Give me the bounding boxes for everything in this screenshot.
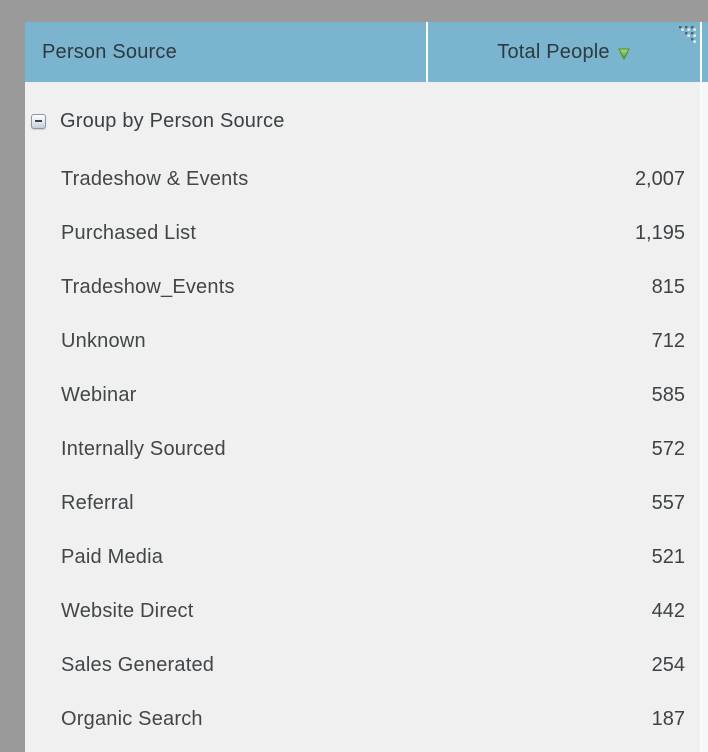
person-source-cell: Referral (61, 491, 134, 514)
table-row[interactable]: Organic Search 187 (25, 692, 708, 746)
report-grid: Person Source Total People (25, 22, 708, 752)
table-row[interactable]: Sales Generated 254 (25, 638, 708, 692)
total-people-cell: 254 (651, 653, 685, 676)
person-source-cell: Webinar (61, 383, 137, 406)
person-source-cell: Tradeshow & Events (61, 167, 249, 190)
person-source-cell: Paid Media (61, 545, 164, 568)
table-row[interactable]: Tradeshow_Events 815 (25, 260, 708, 314)
column-header-total-people[interactable]: Total People (428, 22, 700, 82)
table-row[interactable]: Webinar 585 (25, 368, 708, 422)
total-people-cell: 1,195 (634, 221, 685, 244)
person-source-cell: Purchased List (61, 221, 197, 244)
person-source-cell: Sales Generated (61, 653, 215, 676)
group-row-label: Group by Person Source (60, 109, 285, 132)
total-people-cell: 2,007 (634, 167, 685, 190)
total-people-cell: 572 (651, 437, 685, 460)
person-source-cell: Tradeshow_Events (61, 275, 235, 298)
column-header-label: Total People (497, 40, 610, 63)
column-divider[interactable] (700, 22, 702, 82)
table-row[interactable]: Paid Media 521 (25, 530, 708, 584)
total-people-cell: 521 (651, 545, 685, 568)
sort-descending-icon (617, 48, 631, 60)
table-row[interactable]: Unknown 712 (25, 314, 708, 368)
drag-grip-icon[interactable] (678, 25, 697, 44)
person-source-cell: Internally Sourced (61, 437, 226, 460)
data-rows: Tradeshow & Events 2,007 Purchased List … (25, 152, 708, 746)
next-column-strip (702, 82, 708, 752)
column-header-label: Person Source (42, 40, 177, 63)
body-column-divider (700, 82, 702, 752)
person-source-cell: Unknown (61, 329, 146, 352)
total-people-cell: 442 (651, 599, 685, 622)
total-people-cell: 585 (651, 383, 685, 406)
total-people-cell: 557 (651, 491, 685, 514)
column-divider[interactable] (426, 22, 428, 82)
person-source-cell: Organic Search (61, 707, 203, 730)
group-row[interactable]: Group by Person Source (25, 90, 708, 152)
column-header-person-source[interactable]: Person Source (25, 22, 426, 82)
table-row[interactable]: Website Direct 442 (25, 584, 708, 638)
person-source-cell: Website Direct (61, 599, 194, 622)
table-row[interactable]: Referral 557 (25, 476, 708, 530)
table-row[interactable]: Purchased List 1,195 (25, 206, 708, 260)
column-header-next (702, 22, 708, 82)
table-row[interactable]: Internally Sourced 572 (25, 422, 708, 476)
total-people-cell: 815 (651, 275, 685, 298)
total-people-cell: 712 (651, 329, 685, 352)
grid-header-row: Person Source Total People (25, 22, 708, 82)
total-people-cell: 187 (651, 707, 685, 730)
collapse-icon[interactable] (31, 113, 46, 129)
grid-body: Group by Person Source Tradeshow & Event… (25, 82, 708, 752)
table-row[interactable]: Tradeshow & Events 2,007 (25, 152, 708, 206)
